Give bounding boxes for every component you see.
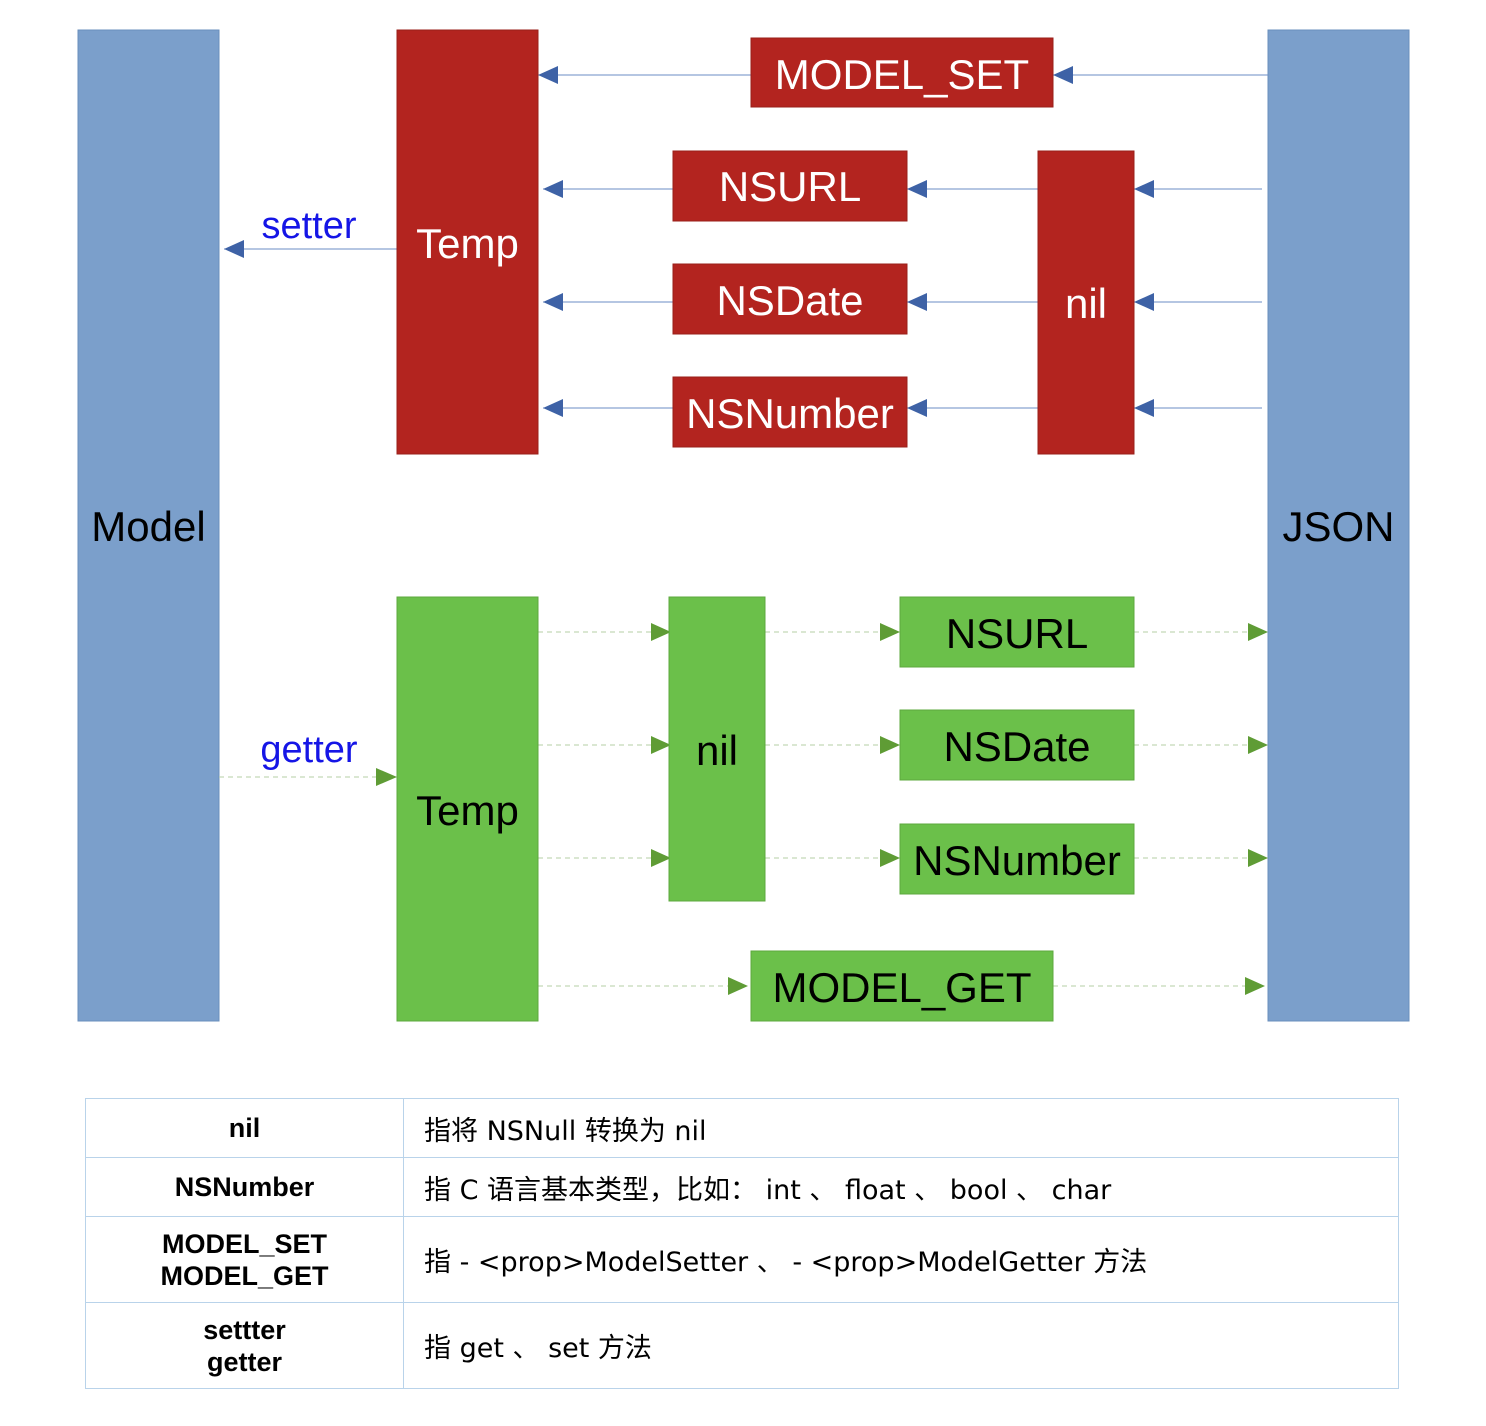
bottom-nsurl-box [899, 596, 1135, 668]
legend-term: NSNumber [85, 1157, 404, 1217]
top-nsnumber-label: NSNumber [686, 390, 894, 437]
legend-desc: 指 get 、 set 方法 [403, 1302, 1399, 1389]
top-nil-label: nil [1065, 280, 1107, 327]
bottom-model-get-label: MODEL_GET [772, 964, 1031, 1011]
legend-desc: 指将 NSNull 转换为 nil [403, 1098, 1399, 1158]
serialization-flow-diagram: Model JSON Temp MODEL_SET NSURL [77, 29, 1410, 1022]
json-label: JSON [1282, 503, 1394, 550]
bottom-nsdate-box [899, 709, 1135, 781]
top-temp-box [396, 29, 539, 455]
legend-row: nil 指将 NSNull 转换为 nil [85, 1098, 1399, 1158]
legend-desc: 指 - <prop>ModelSetter 、 - <prop>ModelGet… [403, 1216, 1399, 1303]
legend-term: nil [85, 1098, 404, 1158]
legend-term-line: getter [206, 1346, 282, 1377]
top-nsdate-box [672, 263, 908, 335]
top-temp-label: Temp [416, 220, 519, 267]
getter-connectors [219, 631, 1248, 987]
model-column [77, 29, 220, 1022]
legend-term: MODEL_SET MODEL_GET [85, 1216, 404, 1303]
bottom-nsurl-label: NSURL [946, 610, 1088, 657]
bottom-nil-label: nil [696, 727, 738, 774]
legend-table: nil 指将 NSNull 转换为 nil NSNumber 指 C 语言基本类… [85, 1098, 1399, 1389]
bottom-temp-label: Temp [416, 787, 519, 834]
legend-term-line: nil [228, 1113, 261, 1143]
legend-desc: 指 C 语言基本类型，比如： int 、 float 、 bool 、 char [403, 1157, 1399, 1217]
legend-row: MODEL_SET MODEL_GET 指 - <prop>ModelSette… [85, 1216, 1399, 1303]
bottom-nil-box [668, 596, 766, 902]
setter-label: setter [261, 205, 356, 247]
setter-arrowheads [224, 66, 1154, 417]
top-nsdate-label: NSDate [716, 277, 863, 324]
top-nsnumber-box [672, 376, 908, 448]
legend-term-line: MODEL_SET [161, 1228, 328, 1259]
legend-row: settter getter 指 get 、 set 方法 [85, 1302, 1399, 1389]
model-label: Model [91, 503, 205, 550]
getter-arrowheads [376, 623, 1268, 995]
top-model-set-box [750, 37, 1054, 108]
top-nil-box [1037, 150, 1135, 455]
bottom-temp-box [396, 596, 539, 1022]
bottom-nsnumber-box [899, 823, 1135, 895]
legend-term-line: MODEL_GET [160, 1260, 329, 1291]
bottom-model-get-box [750, 950, 1054, 1022]
legend-term: settter getter [85, 1302, 404, 1389]
getter-label: getter [260, 729, 358, 771]
top-model-set-label: MODEL_SET [775, 51, 1029, 98]
legend-term-line: NSNumber [174, 1172, 315, 1202]
json-column [1267, 29, 1410, 1022]
setter-connectors [224, 74, 1268, 409]
legend-term-line: settter [203, 1314, 286, 1345]
bottom-nsdate-label: NSDate [943, 723, 1090, 770]
top-nsurl-label: NSURL [719, 163, 861, 210]
bottom-nsnumber-label: NSNumber [913, 837, 1121, 884]
legend-row: NSNumber 指 C 语言基本类型，比如： int 、 float 、 bo… [85, 1157, 1399, 1217]
top-nsurl-box [672, 150, 908, 222]
